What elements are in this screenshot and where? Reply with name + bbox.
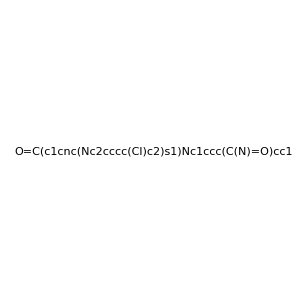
Text: O=C(c1cnc(Nc2cccc(Cl)c2)s1)Nc1ccc(C(N)=O)cc1: O=C(c1cnc(Nc2cccc(Cl)c2)s1)Nc1ccc(C(N)=O…: [14, 146, 293, 157]
